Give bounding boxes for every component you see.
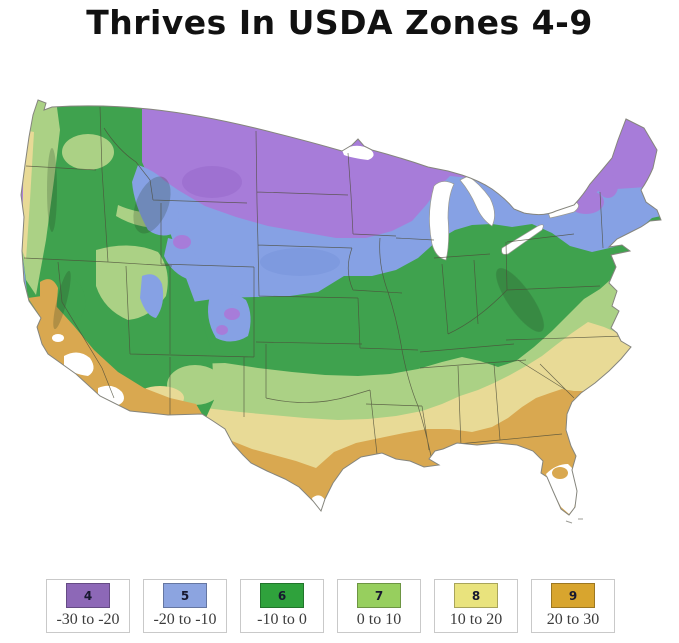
legend-zone-number: 4 [83,588,93,603]
legend-range-zone8: 10 to 20 [449,611,503,628]
zone9-california-arizona [28,296,202,416]
yellowstone-zone4-patch [173,235,191,249]
colorado-zone4-patch [224,308,240,320]
legend-cell-zone4: 4 -30 to -20 [46,579,130,633]
zone3-north-minnesota [342,145,374,160]
legend-cell-zone8: 8 10 to 20 [434,579,518,633]
legend-cell-zone6: 6 -10 to 0 [240,579,324,633]
lake-michigan [429,181,455,261]
legend-swatch-zone7: 7 [357,583,401,608]
plains-blue-mottle [260,248,340,276]
page-title: Thrives In USDA Zones 4-9 [86,3,593,42]
legend-cell-zone5: 5 -20 to -10 [143,579,227,633]
zone10-desert-dot [52,334,64,342]
zone9-central-valley [40,279,58,321]
legend-range-zone5: -20 to -10 [153,611,217,628]
legend-swatch-zone8: 8 [454,583,498,608]
legend-range-zone4: -30 to -20 [56,611,120,628]
state-borders [23,106,625,457]
columbia-basin-zone7 [62,134,114,170]
wasatch-zone5 [140,274,164,318]
legend-zone-number: 8 [471,588,481,603]
legend-range-zone9: 20 to 30 [546,611,600,628]
zone-legend: 4 -30 to -20 5 -20 to -10 6 -10 to 0 7 0… [46,579,615,633]
maine-zone4-patch [612,120,654,172]
montana-mottle [182,166,242,198]
great-lakes [429,175,579,261]
legend-zone-number: 5 [180,588,190,603]
zone9-florida-pocket [552,467,568,479]
legend-range-zone6: -10 to 0 [257,611,307,628]
lake-huron [459,175,495,227]
legend-swatch-zone6: 6 [260,583,304,608]
legend-swatch-zone4: 4 [66,583,110,608]
legend-zone-number: 6 [277,588,287,603]
legend-swatch-zone5: 5 [163,583,207,608]
florida-keys [565,518,583,524]
wyoming-rockies-zone5 [164,238,199,280]
lake-erie [501,224,544,255]
legend-zone-number: 9 [568,588,578,603]
legend-zone-number: 7 [374,588,384,603]
legend-cell-zone7: 7 0 to 10 [337,579,421,633]
legend-cell-zone9: 9 20 to 30 [531,579,615,633]
colorado-zone4-patch2 [216,325,228,335]
sierra-zone6-patch [58,277,86,318]
legend-range-zone7: 0 to 10 [356,611,402,628]
vermont-zone4-patch [598,174,618,198]
legend-swatch-zone9: 9 [551,583,595,608]
